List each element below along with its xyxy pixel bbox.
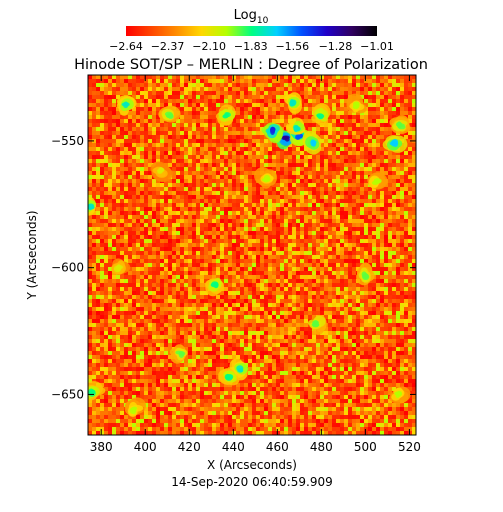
colorbar-tick-label: −1.28 — [319, 40, 353, 53]
chart-title: Hinode SOT/SP – MERLIN : Degree of Polar… — [74, 57, 428, 73]
x-tick-label: 480 — [310, 440, 333, 454]
x-tick-label: 400 — [134, 440, 157, 454]
polarization-feature — [215, 104, 236, 126]
polarization-feature — [205, 277, 224, 297]
polarization-feature — [124, 397, 147, 417]
colorbar — [126, 26, 377, 36]
polarization-feature — [356, 262, 375, 286]
polarization-feature — [254, 167, 278, 189]
polarization-feature — [88, 381, 106, 401]
polarization-feature — [307, 315, 327, 335]
x-tick-label: 420 — [178, 440, 201, 454]
polarization-feature — [169, 344, 188, 364]
polarization-feature — [218, 368, 240, 386]
polarization-feature — [346, 93, 367, 114]
colorbar-tick-label: −1.83 — [234, 40, 268, 53]
polarization-feature — [389, 386, 411, 404]
colorbar-label: Log10 — [234, 8, 269, 26]
y-axis-label: Y (Arcseconds) — [25, 210, 39, 300]
y-tick-label: −650 — [51, 387, 84, 401]
polarization-feature — [261, 122, 284, 144]
colorbar-tick-label: −2.10 — [192, 40, 226, 53]
polarization-feature — [158, 105, 181, 123]
polarization-feature — [367, 172, 388, 190]
heatmap-image — [88, 75, 416, 435]
colorbar-tick-label: −1.01 — [360, 40, 394, 53]
polarization-feature — [382, 135, 408, 153]
x-tick-label: 380 — [90, 440, 113, 454]
colorbar-ticks: −2.64 −2.37 −2.10 −1.83 −1.56 −1.28 −1.01 — [109, 40, 394, 53]
y-tick-label: −600 — [51, 261, 84, 275]
colorbar-tick-label: −1.56 — [275, 40, 309, 53]
polarization-feature — [389, 115, 411, 134]
x-tick-label: 460 — [266, 440, 289, 454]
polarization-feature — [88, 197, 97, 216]
polarization-feature — [150, 161, 173, 183]
colorbar-tick-label: −2.64 — [109, 40, 143, 53]
y-tick-label: −550 — [51, 134, 84, 148]
polarization-feature — [302, 130, 322, 155]
polarization-feature — [116, 95, 137, 116]
x-tick-label: 500 — [354, 440, 377, 454]
x-tick-label: 520 — [398, 440, 421, 454]
polarization-feature — [227, 358, 249, 381]
plot-frame — [87, 74, 417, 436]
x-tick-label: 440 — [222, 440, 245, 454]
y-axis: −550 −600 −650 — [51, 134, 416, 401]
timestamp: 14-Sep-2020 06:40:59.909 — [171, 475, 333, 489]
polarization-feature — [285, 117, 306, 135]
polarization-feature — [311, 103, 331, 126]
polarization-feature — [284, 92, 303, 114]
x-axis: 380 400 420 440 460 480 500 520 — [90, 75, 421, 454]
colorbar-tick-label: −2.37 — [151, 40, 185, 53]
x-axis-label: X (Arcseconds) — [207, 458, 297, 472]
polarization-feature — [111, 258, 131, 276]
